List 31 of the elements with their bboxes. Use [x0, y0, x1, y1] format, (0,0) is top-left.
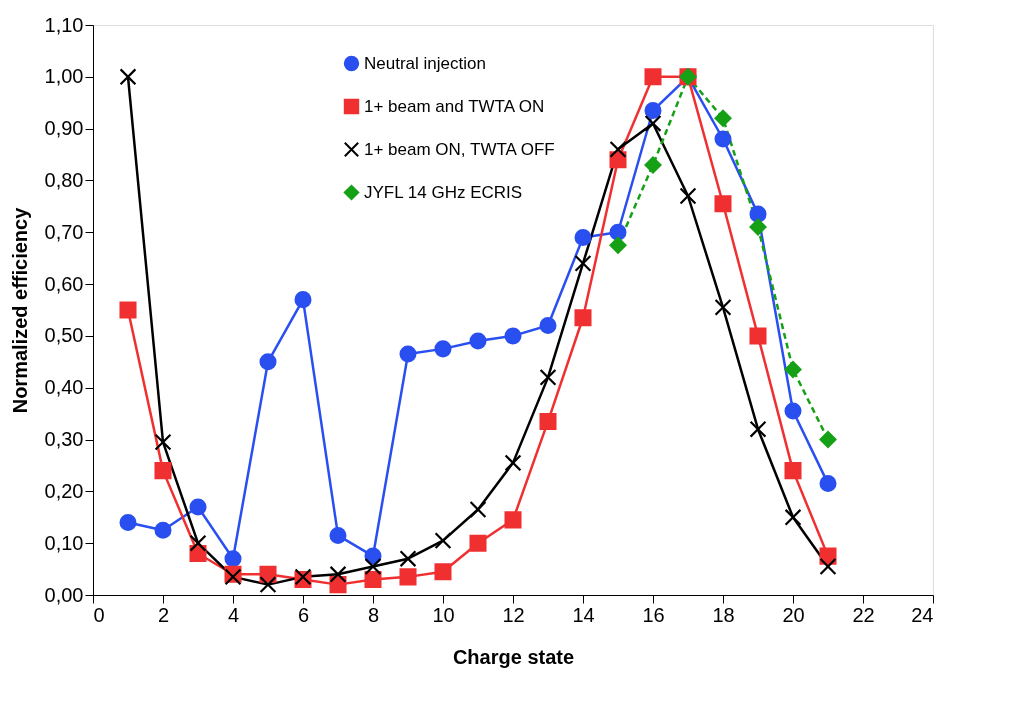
- x-tick-label: 2: [157, 603, 170, 626]
- x-tick-label: 22: [852, 603, 875, 626]
- x-tick-label: 10: [432, 603, 455, 626]
- y-tick-label: 0,80: [44, 168, 84, 191]
- y-tick-label: 0,10: [44, 531, 84, 554]
- x-tick-label: 6: [297, 603, 310, 626]
- x-tick-label: 20: [782, 603, 805, 626]
- legend-label: Neutral injection: [364, 53, 486, 73]
- x-tick-label: 18: [712, 603, 735, 626]
- x-tick-label: 8: [367, 603, 380, 626]
- x-tick-label: 4: [227, 603, 240, 626]
- legend-label: 1+ beam and TWTA ON: [364, 96, 545, 116]
- y-tick-label: 0,90: [44, 117, 84, 140]
- x-axis-title: Charge state: [452, 645, 575, 668]
- y-tick-label: 0,20: [44, 479, 84, 502]
- y-tick-label: 0,70: [44, 220, 84, 243]
- x-tick-label: 0: [93, 603, 105, 626]
- y-tick-label: 0,00: [44, 583, 84, 606]
- legend-label: 1+ beam ON, TWTA OFF: [364, 139, 555, 159]
- y-tick-label: 0,60: [44, 272, 84, 295]
- y-tick-label: 0,30: [44, 428, 84, 451]
- x-tick-label: 14: [572, 603, 595, 626]
- y-tick-label: 0,40: [44, 376, 84, 399]
- y-tick-label: 1,00: [44, 65, 84, 88]
- x-tick-label: 24: [911, 603, 934, 626]
- x-tick-label: 16: [642, 603, 665, 626]
- legend-label: JYFL 14 GHz ECRIS: [364, 182, 523, 202]
- y-tick-label: 1,10: [44, 13, 84, 36]
- x-tick-label: 12: [502, 603, 525, 626]
- y-axis-title: Normalized efficiency: [8, 206, 31, 414]
- y-tick-label: 0,50: [44, 324, 84, 347]
